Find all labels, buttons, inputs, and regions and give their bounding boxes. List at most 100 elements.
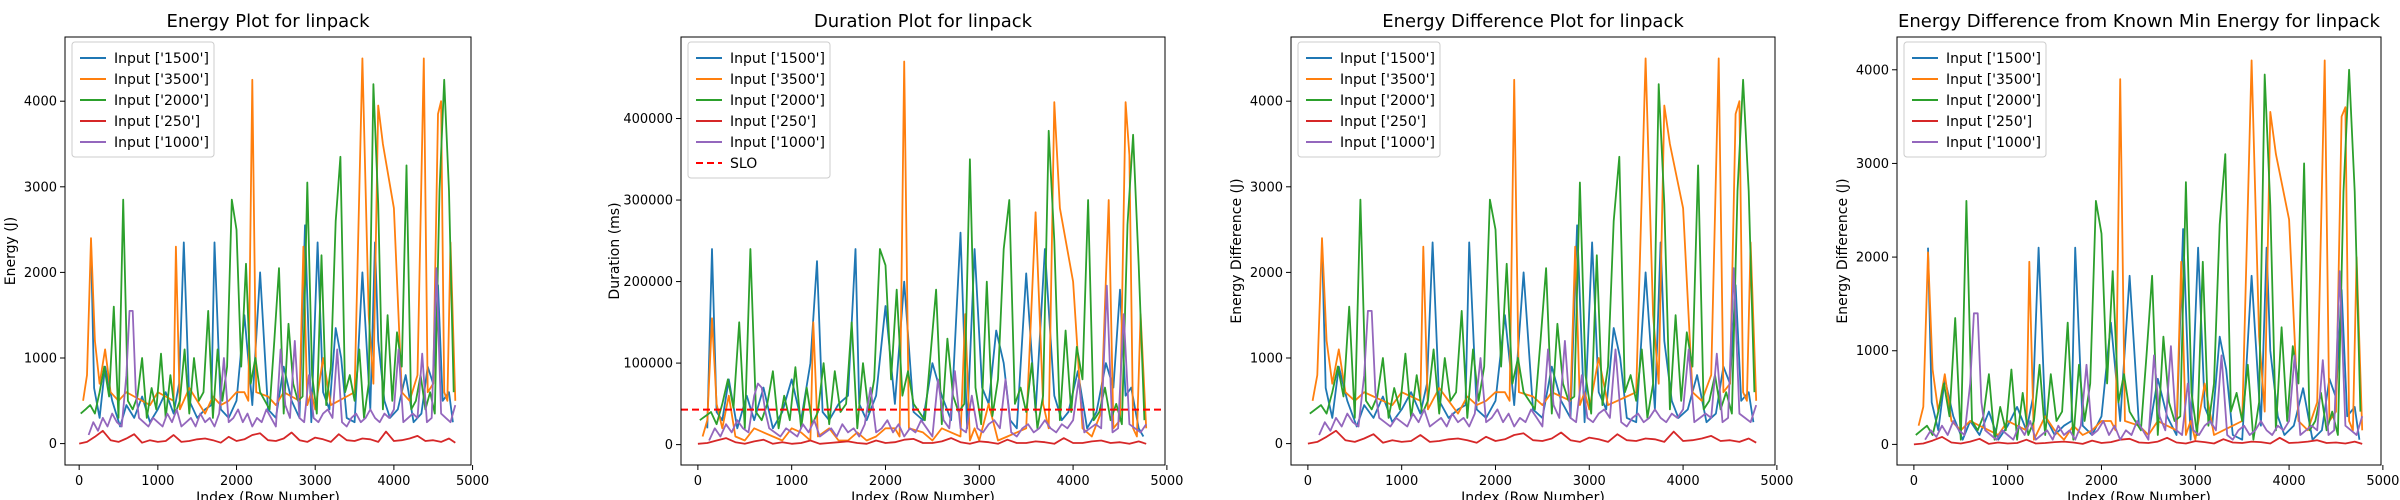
x-tick-label: 1000 xyxy=(141,474,174,489)
legend-label: Input ['2000'] xyxy=(114,93,209,109)
y-tick-label: 0 xyxy=(1881,438,1889,453)
legend-label: Input ['250'] xyxy=(1946,114,2032,130)
chart-title: Energy Difference Plot for linpack xyxy=(1382,11,1684,32)
legend-box xyxy=(71,41,215,158)
x-axis-label: Index (Row Number) xyxy=(196,490,340,500)
legend-box xyxy=(687,41,831,179)
y-tick-label: 3000 xyxy=(24,180,57,195)
x-tick-label: 0 xyxy=(1910,474,1918,489)
series-line-2 xyxy=(701,60,1148,442)
legend-label: Input ['1500'] xyxy=(114,51,209,67)
x-tick-label: 2000 xyxy=(1479,474,1512,489)
y-tick-label: 0 xyxy=(49,437,57,452)
y-axis-label: Energy Difference (J) xyxy=(1835,178,1851,323)
series-line-3 xyxy=(699,129,1146,430)
y-tick-label: 2000 xyxy=(1856,251,1889,266)
y-tick-label: 4000 xyxy=(1250,95,1283,110)
legend-label: Input ['2000'] xyxy=(1946,93,2041,109)
x-tick-label: 0 xyxy=(1304,474,1312,489)
x-tick-label: 3000 xyxy=(1573,474,1606,489)
series-line-4 xyxy=(1307,429,1757,445)
chart-title: Energy Difference from Known Min Energy … xyxy=(1898,11,2381,32)
chart-panel-4: Energy Difference from Known Min Energy … xyxy=(1835,11,2399,500)
series-line-5 xyxy=(87,267,457,436)
axes-frame xyxy=(680,36,1166,466)
legend-label: Input ['1500'] xyxy=(1946,51,2041,67)
legend-label: Input ['1000'] xyxy=(1946,135,2041,151)
y-tick-label: 1000 xyxy=(24,352,57,367)
chart-panel-2: Duration Plot for linpack 0 1000 2000 3000 40… xyxy=(607,11,1183,500)
series-line-1 xyxy=(706,231,1145,437)
series-line-3 xyxy=(80,78,455,419)
series-line-3 xyxy=(1915,68,2362,441)
axes-frame xyxy=(1896,36,2382,466)
axes-frame xyxy=(64,36,472,466)
plot-lines xyxy=(79,57,457,445)
y-axis-label: Energy (J) xyxy=(3,217,19,286)
x-tick-label: 4000 xyxy=(1057,474,1090,489)
x-tick-label: 1000 xyxy=(1385,474,1418,489)
y-tick-label: 300000 xyxy=(623,194,673,209)
legend-label: Input ['1500'] xyxy=(1340,51,1435,67)
series-line-5 xyxy=(708,284,1147,441)
series-line-4 xyxy=(79,429,456,445)
x-tick-label: 0 xyxy=(75,474,83,489)
legend-label: Input ['1000'] xyxy=(1340,135,1435,151)
y-tick-label: 2000 xyxy=(1250,266,1283,281)
legend: Input ['1500'] Input ['3500'] Input ['2000… xyxy=(687,41,831,179)
y-tick-label: 400000 xyxy=(623,112,673,127)
legend-box xyxy=(1903,41,2047,158)
y-axis-label: Energy Difference (J) xyxy=(1229,178,1245,323)
x-tick-label: 3000 xyxy=(299,474,332,489)
x-tick-label: 0 xyxy=(694,474,702,489)
x-tick-label: 3000 xyxy=(2179,474,2212,489)
x-tick-label: 4000 xyxy=(377,474,410,489)
legend-label: Input ['250'] xyxy=(730,114,816,130)
legend-label: Input ['3500'] xyxy=(1340,72,1435,88)
x-axis-label: Index (Row Number) xyxy=(851,490,995,500)
legend-label: Input ['250'] xyxy=(114,114,200,130)
series-line-5 xyxy=(1318,267,1758,436)
x-tick-label: 2000 xyxy=(2085,474,2118,489)
series-line-5 xyxy=(1924,270,2364,441)
legend-label: SLO xyxy=(730,156,757,172)
y-tick-label: 3000 xyxy=(1250,180,1283,195)
legend: Input ['1500'] Input ['3500'] Input ['2000… xyxy=(71,41,215,158)
x-tick-label: 2000 xyxy=(869,474,902,489)
plot-lines xyxy=(681,60,1165,445)
legend-label: Input ['2000'] xyxy=(1340,93,1435,109)
y-tick-label: 1000 xyxy=(1250,352,1283,367)
y-tick-label: 0 xyxy=(1275,437,1283,452)
x-tick-label: 4000 xyxy=(2273,474,2306,489)
y-tick-label: 0 xyxy=(665,438,673,453)
series-line-3 xyxy=(1309,78,1756,419)
x-tick-label: 5000 xyxy=(1150,474,1183,489)
x-tick-label: 4000 xyxy=(1667,474,1700,489)
plot-lines xyxy=(1913,59,2364,446)
y-tick-label: 4000 xyxy=(1856,63,1889,78)
chart-panel-3: Energy Difference Plot for linpack 0 1000 2… xyxy=(1229,11,1793,500)
legend-label: Input ['2000'] xyxy=(730,93,825,109)
y-tick-label: 100000 xyxy=(623,357,673,372)
x-tick-label: 5000 xyxy=(2366,474,2399,489)
legend: Input ['1500'] Input ['3500'] Input ['2000… xyxy=(1297,41,1441,158)
x-axis-label: Index (Row Number) xyxy=(2067,490,2211,500)
y-tick-label: 200000 xyxy=(623,275,673,290)
legend-box xyxy=(1297,41,1441,158)
series-line-4 xyxy=(697,437,1147,445)
series-line-4 xyxy=(1913,435,2363,446)
chart-panel-1: Energy Plot for linpack 0 1000 2000 3000 4000… xyxy=(3,11,489,500)
y-tick-label: 3000 xyxy=(1856,157,1889,172)
plot-lines xyxy=(1307,57,1758,445)
chart-title: Duration Plot for linpack xyxy=(814,11,1033,32)
series-line-1 xyxy=(1927,228,2361,441)
y-axis-label: Duration (ms) xyxy=(607,202,623,299)
legend-label: Input ['3500'] xyxy=(1946,72,2041,88)
x-axis-label: Index (Row Number) xyxy=(1461,490,1605,500)
legend: Input ['1500'] Input ['3500'] Input ['2000… xyxy=(1903,41,2047,158)
legend-label: Input ['3500'] xyxy=(730,72,825,88)
x-tick-label: 1000 xyxy=(775,474,808,489)
x-tick-label: 5000 xyxy=(456,474,489,489)
x-tick-label: 5000 xyxy=(1760,474,1793,489)
